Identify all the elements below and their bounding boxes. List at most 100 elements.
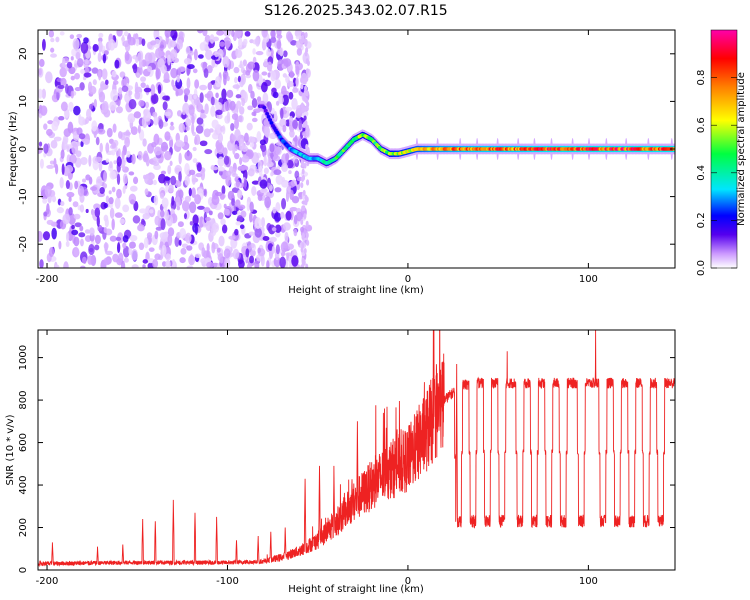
spectral-cell [181, 200, 190, 212]
spectral-cell [199, 114, 207, 119]
spectral-cell [60, 77, 67, 86]
spectral-cell [169, 40, 177, 48]
spectral-cell [142, 259, 148, 264]
spectral-cell [138, 242, 145, 251]
spectral-cell [267, 72, 271, 78]
spectral-cell [268, 157, 272, 165]
spectral-cell [300, 83, 304, 90]
spectral-cell [128, 99, 137, 110]
spectral-cell [187, 93, 194, 101]
spectral-cell [248, 231, 255, 236]
spectral-cell [291, 98, 298, 110]
spectral-cell [183, 212, 188, 220]
spectral-cell [261, 30, 268, 38]
spectral-cell [70, 90, 74, 99]
spectral-cell [41, 88, 47, 100]
spectral-cell [80, 140, 84, 148]
spectral-cell [300, 102, 304, 109]
spectral-cell [122, 185, 126, 194]
spectral-cell [226, 111, 231, 123]
spectral-cell [271, 245, 276, 254]
spectral-cell [235, 94, 242, 99]
spectral-cell [215, 92, 219, 99]
spectral-cell [249, 201, 254, 213]
spectral-cell [281, 197, 287, 210]
spectral-cell [205, 221, 212, 232]
spectral-cell [126, 150, 131, 158]
spectral-cell [111, 186, 116, 193]
spectral-cell [224, 257, 231, 268]
spectral-cell [217, 166, 225, 172]
spectral-cell [65, 164, 74, 174]
spectral-cell [95, 136, 100, 146]
spectral-cell [246, 201, 250, 212]
spectral-cell [59, 176, 64, 189]
spectral-cell [209, 34, 215, 44]
spectral-cell [162, 95, 170, 101]
spectral-cell [178, 239, 182, 246]
spectral-cell [210, 166, 219, 171]
spectral-cell [188, 169, 196, 176]
spectral-cell [122, 165, 126, 171]
spectral-cell [108, 39, 116, 51]
spectral-cell [114, 59, 120, 69]
spectral-cell [176, 110, 182, 117]
spectral-cell [61, 163, 65, 176]
spectral-cell [263, 167, 269, 175]
spectral-cell [112, 253, 119, 263]
spectral-cell [290, 39, 297, 46]
spectrogram-y-axis-label: Frequency (Hz) [8, 111, 19, 187]
spectral-cell [115, 106, 123, 114]
spectral-cell [152, 259, 159, 268]
spectral-cell [113, 160, 117, 165]
snr-series-line [38, 330, 675, 568]
spectral-cell [246, 262, 252, 268]
spectral-cell [182, 110, 186, 116]
spectral-cell [217, 156, 225, 168]
spectral-cell [163, 150, 172, 161]
spectral-cell [236, 215, 243, 222]
spectral-cell [187, 64, 195, 70]
spectral-cell [85, 174, 91, 181]
x-tick-label: -100 [216, 576, 239, 587]
spectral-cell [188, 50, 194, 56]
spectral-cell [294, 158, 298, 164]
spectral-cell [128, 90, 133, 96]
spectral-cell [178, 170, 182, 183]
spectral-cell [136, 72, 140, 78]
spectral-cell [230, 122, 235, 132]
spectral-cell [216, 113, 223, 120]
spectral-cell [112, 123, 117, 133]
spectral-cell [278, 96, 284, 104]
spectral-cell [281, 179, 289, 188]
spectral-cell [122, 173, 128, 185]
spectral-cell [234, 76, 238, 84]
spectral-cell [137, 150, 143, 161]
spectral-cell [294, 134, 298, 147]
spectral-cell [103, 242, 109, 250]
spectral-cell [86, 108, 92, 120]
spectral-cell [95, 176, 103, 188]
spectral-cell [60, 101, 68, 112]
spectral-cell [243, 38, 248, 46]
spectral-cell [235, 49, 243, 59]
spectral-cell [185, 118, 192, 127]
spectral-cell [214, 51, 219, 58]
y-tick-label: 20 [18, 47, 29, 60]
spectral-cell [82, 256, 87, 264]
spectral-cell [134, 81, 139, 94]
spectral-cell [88, 244, 95, 256]
spectral-cell [295, 35, 303, 40]
spectral-cell [109, 235, 117, 242]
spectral-cell [46, 164, 55, 169]
spectral-cell [105, 79, 109, 85]
spectral-cell [58, 240, 62, 250]
ridge-core-cell [269, 121, 274, 125]
spectral-cell [76, 33, 83, 39]
spectral-cell [170, 48, 178, 61]
spectral-cell [41, 38, 46, 51]
spectral-cell [225, 174, 232, 187]
spectral-cell [306, 101, 310, 108]
spectral-cell [301, 107, 305, 114]
spectral-cell [274, 187, 282, 193]
